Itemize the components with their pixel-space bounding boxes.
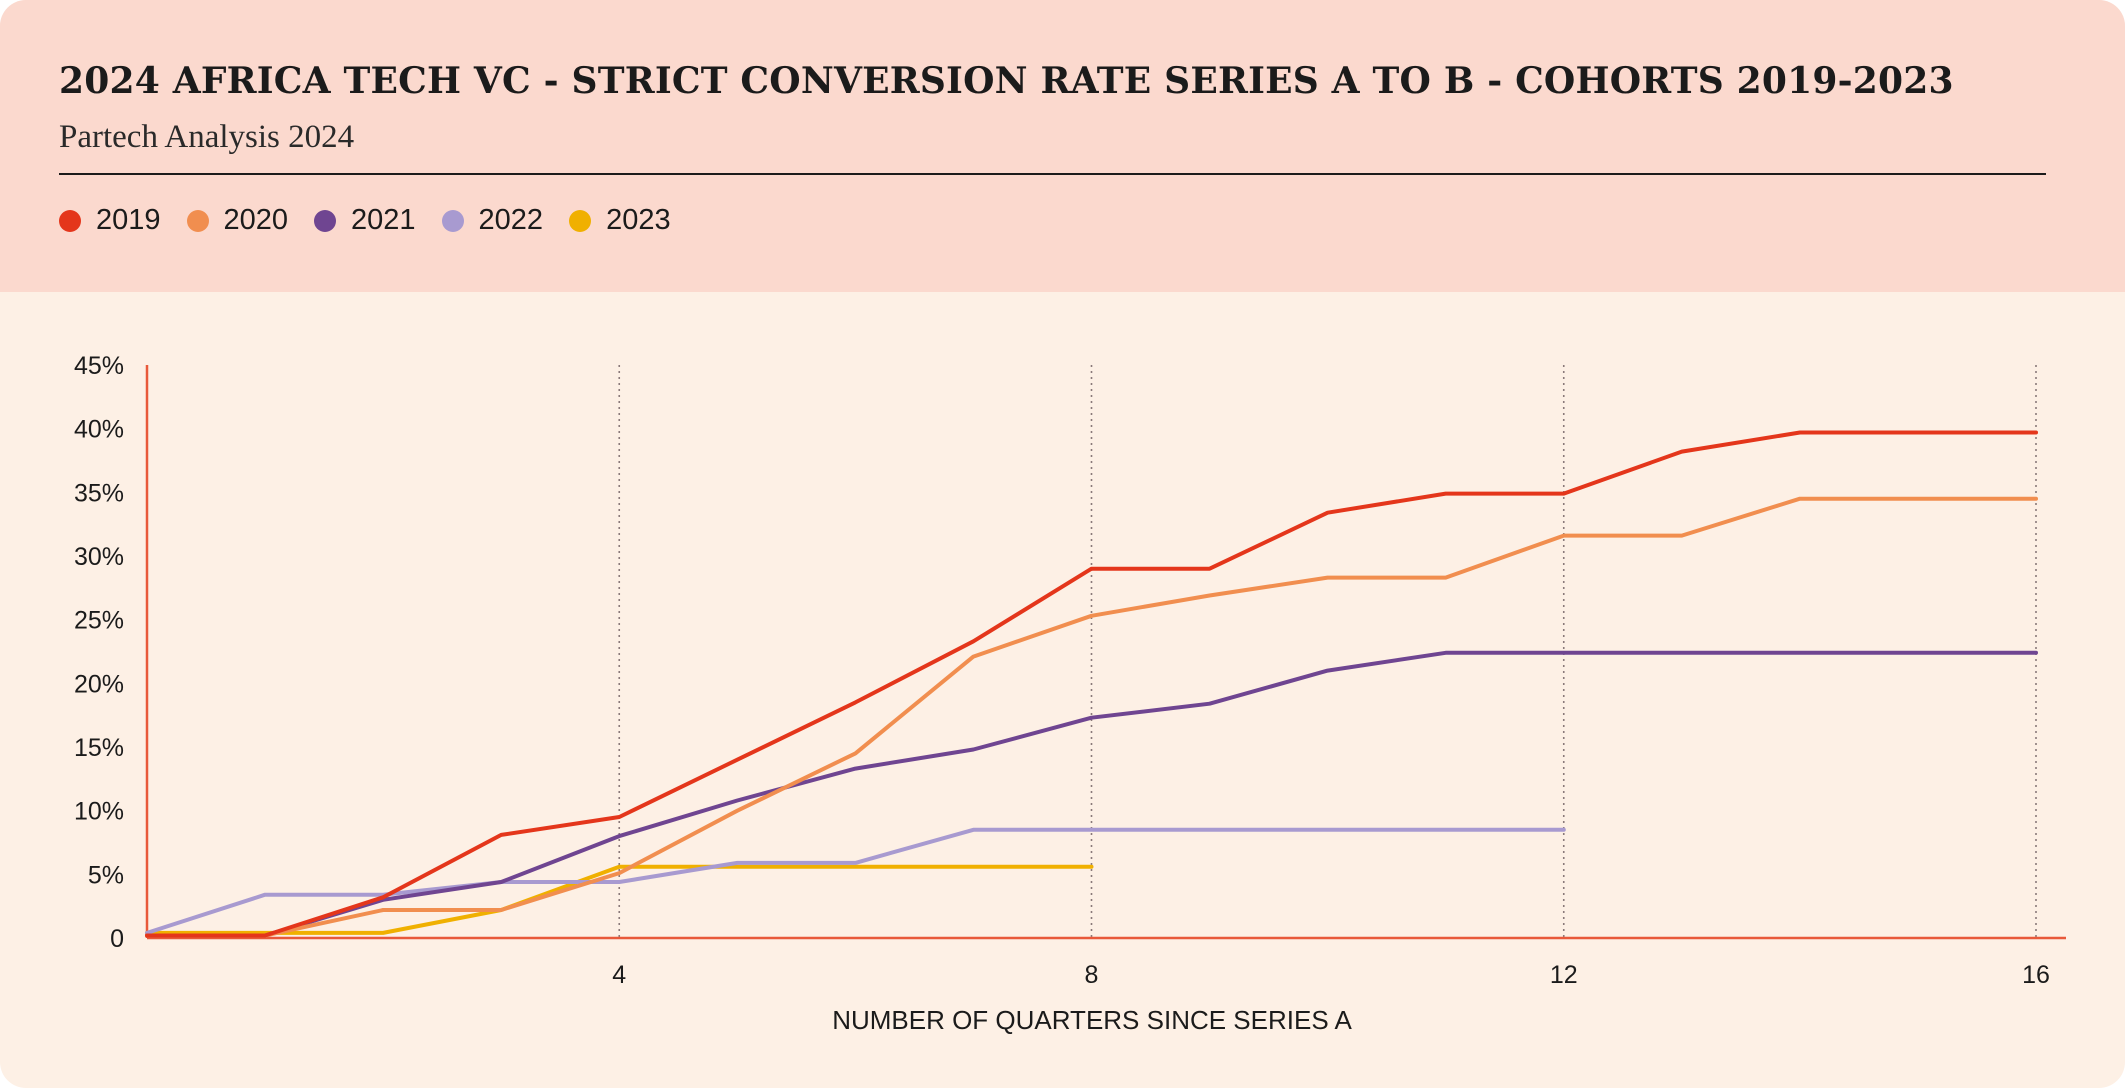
y-tick-label: 35% [74,479,124,507]
legend-marker-icon [314,209,337,232]
series-layer [145,430,2038,938]
legend-item-2020: 2020 [186,204,289,237]
series-line-2021 [145,650,2038,938]
y-tick-label: 20% [74,670,124,698]
legend-marker-icon [59,209,81,232]
chart-header: 2024 AFRICA TECH VC - STRICT CONVERSION … [0,0,2125,292]
y-tick-label: 25% [74,607,124,635]
y-tick-label: 10% [74,798,124,826]
legend-label: 2019 [96,204,161,236]
x-tick-label: 4 [612,961,626,989]
chart-subtitle: Partech Analysis 2024 [59,119,355,155]
legend-item-2022: 2022 [441,204,544,237]
header-divider [59,173,2046,175]
y-tick-label: 40% [74,416,124,444]
y-tick-label: 30% [74,543,124,571]
x-tick-label: 8 [1085,961,1099,989]
y-tick-label: 5% [88,861,124,889]
legend-marker-icon [186,209,209,232]
y-tick-label: 15% [74,734,124,762]
legend-label: 2022 [478,204,544,236]
y-tick-label: 45% [74,352,124,380]
legend-label: 2023 [606,204,671,236]
legend-item-2021: 2021 [314,204,416,237]
legend-item-2019: 2019 [59,204,161,237]
legend-marker-icon [569,209,592,232]
series-line-2019 [145,430,2038,938]
series-line-2022 [145,827,1566,935]
series-line-2020 [145,496,2038,938]
x-axis-title: NUMBER OF QUARTERS SINCE SERIES A [832,1005,1352,1035]
legend-item-2023: 2023 [569,204,671,237]
chart-title: 2024 AFRICA TECH VC - STRICT CONVERSION … [59,60,1954,102]
legend-label: 2020 [223,204,289,236]
x-tick-label: 12 [1550,961,1578,989]
series-line-2023 [145,864,1094,935]
legend-marker-icon [441,209,464,232]
legend-label: 2021 [351,204,416,236]
legend: 2019 2020 2021 2022 2023 [59,204,697,237]
x-tick-label: 16 [2022,961,2050,989]
tick-label-layer: 4 8 12 16 0 5% 10% 15% 20% 25% 30% 35% 40% 45% [74,352,2050,989]
axis-layer [145,365,2066,940]
y-tick-label: 0 [110,925,124,953]
